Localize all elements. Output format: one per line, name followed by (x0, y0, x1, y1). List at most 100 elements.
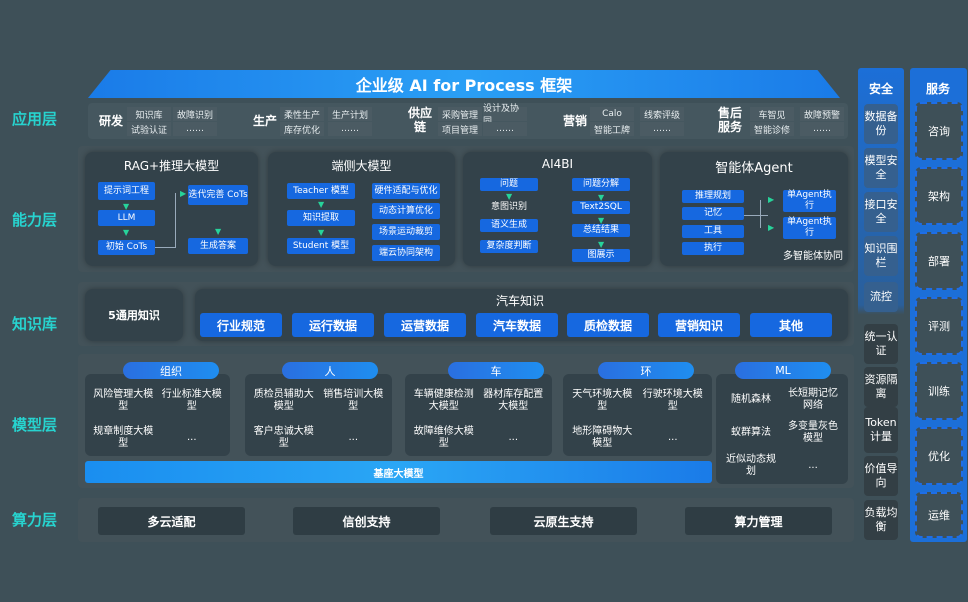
app-item[interactable]: …… (640, 122, 684, 136)
model-item: ... (808, 459, 818, 471)
diagram-title: 企业级 AI for Process 框架 (355, 76, 573, 95)
capability-text: 意图识别 (490, 202, 527, 212)
model-group-pill: 车 (448, 362, 544, 379)
model-item: 质检员辅助大模型 (253, 388, 314, 412)
app-item[interactable]: 库存优化 (280, 122, 324, 136)
security-item[interactable]: 资源隔离 (864, 367, 898, 407)
model-group-panel: 质检员辅助大模型 销售培训大模型 客户忠诚大模型... (245, 374, 392, 456)
security-item[interactable]: 流控 (864, 282, 898, 312)
security-item[interactable]: 价值导向 (864, 456, 898, 496)
service-item[interactable]: 部署 (915, 232, 963, 290)
service-item[interactable]: 咨询 (915, 102, 963, 160)
app-item[interactable]: 线索评级 (640, 107, 684, 121)
app-item[interactable]: Calo (590, 107, 634, 121)
model-item: 销售培训大模型 (323, 388, 384, 412)
app-item[interactable]: 知识库 (127, 107, 171, 121)
arrow-down-icon: ▼ (123, 202, 130, 211)
capability-box: 问题分解 (572, 178, 630, 191)
model-group-panel: 风险管理大模型 行业标准大模型 规章制度大模型... (85, 374, 230, 456)
layer-label-app: 应用层 (12, 110, 58, 128)
app-group-label: 营销 (562, 114, 587, 128)
knowledge-general-panel: 5通用知识 (85, 289, 183, 341)
capability-box: 场景运动裁剪 (372, 224, 440, 240)
base-model-bar: 基座大模型 (85, 461, 712, 483)
service-item[interactable]: 架构 (915, 167, 963, 225)
app-item[interactable]: …… (173, 122, 217, 136)
layer-label-capability: 能力层 (12, 211, 58, 229)
model-group-panel: 天气环境大模型 行驶环境大模型 地形障碍物大模型... (563, 374, 712, 456)
app-item[interactable]: 故障预警 (800, 107, 844, 121)
model-item: 天气环境大模型 (572, 388, 633, 412)
service-item[interactable]: 优化 (915, 427, 963, 485)
security-item[interactable]: 知识围栏 (864, 236, 898, 276)
security-item[interactable]: 接口安全 (864, 192, 898, 232)
app-item[interactable]: …… (328, 122, 372, 136)
capability-box: 硬件适配与优化 (372, 183, 440, 199)
app-item[interactable]: 智能工牌 (590, 122, 634, 136)
arrow-down-icon: ▼ (123, 228, 130, 237)
model-group-panel: 车辆健康检测大模型 器材库存配置大模型 故障维修大模型... (405, 374, 552, 456)
app-item[interactable]: …… (483, 122, 527, 136)
security-item[interactable]: 数据备份 (864, 104, 898, 144)
model-item: 地形障碍物大模型 (572, 425, 633, 449)
security-item[interactable]: 负载均衡 (864, 500, 898, 540)
model-item: ... (508, 431, 519, 443)
arrow-down-icon: ▼ (318, 228, 325, 237)
knowledge-item-button[interactable]: 运营数据 (384, 313, 466, 337)
layer-label-model: 模型层 (12, 416, 58, 434)
compute-item-button[interactable]: 云原生支持 (490, 507, 637, 535)
compute-item-button[interactable]: 信创支持 (293, 507, 440, 535)
capability-box: 单Agent执行 (783, 217, 836, 239)
app-item[interactable]: 生产计划 (328, 107, 372, 121)
capability-box: 知识提取 (287, 210, 355, 226)
service-item[interactable]: 训练 (915, 362, 963, 420)
layer-label-compute: 算力层 (12, 511, 58, 529)
model-item: 风险管理大模型 (93, 388, 154, 412)
knowledge-item-button[interactable]: 汽车数据 (476, 313, 558, 337)
capability-box: 图展示 (572, 249, 630, 262)
app-group-label: 供应链 (407, 106, 432, 134)
model-group-pill: 组织 (123, 362, 219, 379)
security-item[interactable]: Token计量 (864, 407, 898, 453)
app-item[interactable]: 设计及协同 (483, 104, 527, 127)
knowledge-item-button[interactable]: 质检数据 (567, 313, 649, 337)
knowledge-item-button[interactable]: 行业规范 (200, 313, 282, 337)
compute-item-button[interactable]: 算力管理 (685, 507, 832, 535)
model-item: 行业标准大模型 (161, 388, 222, 412)
capability-box: 初始 CoTs (98, 240, 155, 255)
model-item: ... (186, 431, 197, 443)
app-item[interactable]: 故障识别 (173, 107, 217, 121)
title-banner: 企业级 AI for Process 框架 (88, 70, 840, 98)
capability-title: 智能体Agent (715, 161, 793, 176)
capability-box: 工具 (682, 225, 744, 238)
app-item[interactable]: …… (800, 122, 844, 136)
model-item: 随机森林 (731, 394, 771, 406)
compute-item-button[interactable]: 多云适配 (98, 507, 245, 535)
model-item: 近似动态规划 (726, 453, 776, 477)
service-item[interactable]: 评测 (915, 297, 963, 355)
service-item[interactable]: 运维 (915, 492, 963, 538)
app-item[interactable]: 采购管理 (438, 107, 482, 121)
knowledge-item-button[interactable]: 其他 (750, 313, 832, 337)
service-title: 服务 (926, 82, 951, 96)
app-item[interactable]: 车智见 (750, 107, 794, 121)
capability-title: RAG+推理大模型 (123, 159, 220, 173)
app-item[interactable]: 柔性生产 (280, 107, 324, 121)
model-item: 行驶环境大模型 (642, 388, 703, 412)
app-item[interactable]: 智能诊修 (750, 122, 794, 136)
knowledge-item-button[interactable]: 营销知识 (658, 313, 740, 337)
app-item[interactable]: 项目管理 (438, 122, 482, 136)
arrow-right-icon: ▶ (768, 223, 775, 232)
capability-box: 单Agent执行 (783, 190, 836, 212)
app-item[interactable]: 试验认证 (127, 122, 171, 136)
arrow-down-icon: ▼ (506, 192, 513, 201)
model-item: 客户忠诚大模型 (253, 425, 314, 449)
model-item: ... (348, 431, 359, 443)
security-item[interactable]: 模型安全 (864, 148, 898, 188)
capability-box: LLM (98, 210, 155, 226)
layer-label-knowledge: 知识库 (12, 315, 58, 333)
knowledge-item-button[interactable]: 运行数据 (292, 313, 374, 337)
capability-title: AI4BI (541, 157, 574, 171)
capability-box: 复杂度判断 (480, 240, 538, 253)
security-item[interactable]: 统一认证 (864, 324, 898, 364)
